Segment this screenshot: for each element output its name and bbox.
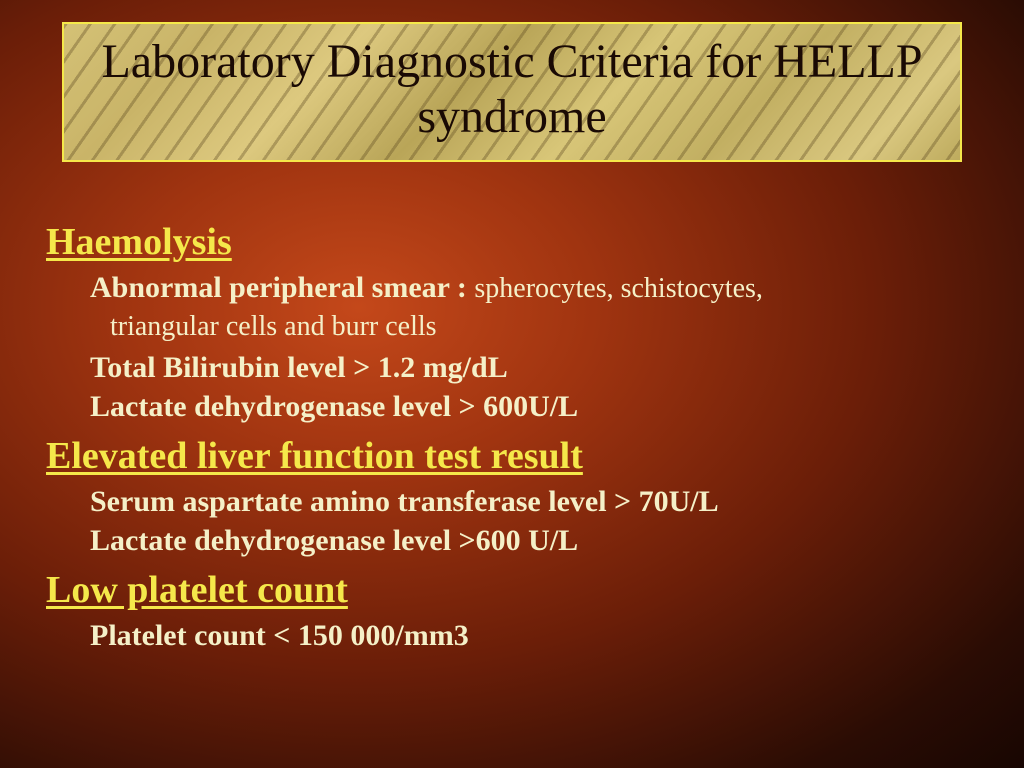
haemolysis-ldh: Lactate dehydrogenase level > 600U/L bbox=[90, 387, 984, 426]
liver-ast: Serum aspartate amino transferase level … bbox=[90, 482, 984, 521]
slide-title: Laboratory Diagnostic Criteria for HELLP… bbox=[84, 34, 940, 144]
section-heading-liver: Elevated liver function test result bbox=[46, 434, 984, 478]
liver-ldh: Lactate dehydrogenase level >600 U/L bbox=[90, 521, 984, 560]
slide-content: Haemolysis Abnormal peripheral smear : s… bbox=[46, 220, 984, 663]
title-banner: Laboratory Diagnostic Criteria for HELLP… bbox=[62, 22, 962, 162]
haemolysis-bilirubin: Total Bilirubin level > 1.2 mg/dL bbox=[90, 348, 984, 387]
smear-detail-2: triangular cells and burr cells bbox=[110, 311, 437, 342]
section-heading-haemolysis: Haemolysis bbox=[46, 220, 984, 264]
section-body-liver: Serum aspartate amino transferase level … bbox=[90, 482, 984, 560]
smear-detail-1: spherocytes, schistocytes, bbox=[474, 273, 763, 304]
section-heading-platelet: Low platelet count bbox=[46, 568, 984, 612]
haemolysis-smear-line: Abnormal peripheral smear : spherocytes,… bbox=[90, 268, 984, 307]
smear-detail-2-wrap: triangular cells and burr cells bbox=[90, 309, 984, 345]
section-body-haemolysis: Abnormal peripheral smear : spherocytes,… bbox=[90, 268, 984, 426]
platelet-count: Platelet count < 150 000/mm3 bbox=[90, 616, 984, 655]
smear-lead: Abnormal peripheral smear : bbox=[90, 271, 474, 304]
section-body-platelet: Platelet count < 150 000/mm3 bbox=[90, 616, 984, 655]
